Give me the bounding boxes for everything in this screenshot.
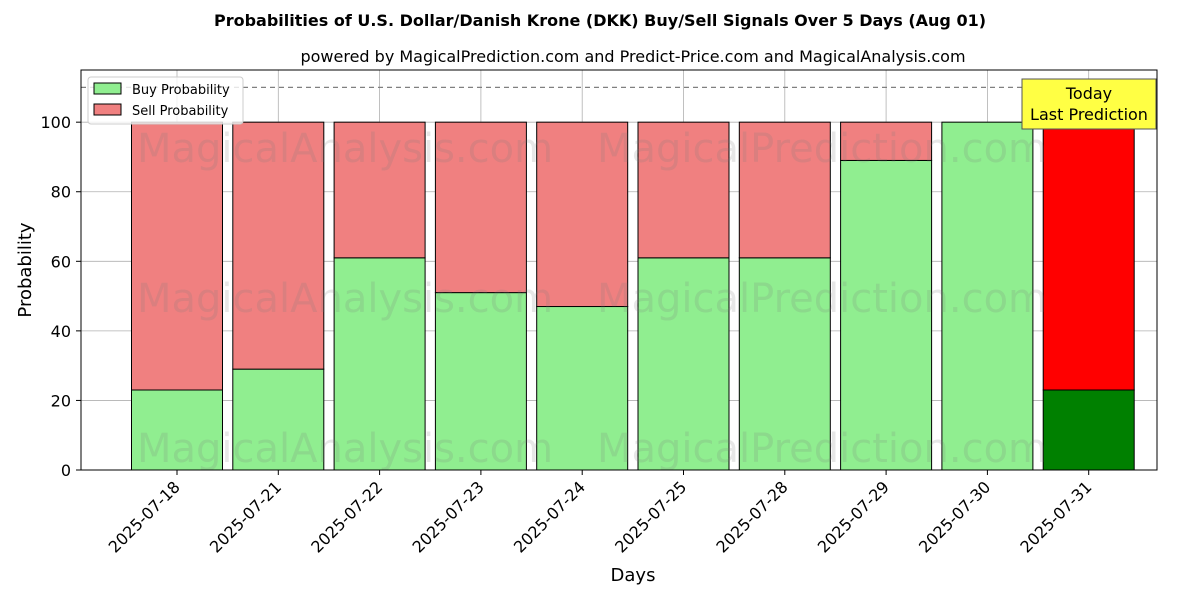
x-tick-label: 2025-07-30 bbox=[915, 477, 994, 556]
bar-sell bbox=[131, 121, 223, 391]
x-axis-label: Days bbox=[611, 565, 656, 586]
x-ticks: 2025-07-18 2025-07-21 2025-07-22 2025-07-23… bbox=[105, 470, 1096, 557]
x-tick-label: 2025-07-23 bbox=[409, 477, 488, 556]
y-tick-label: 60 bbox=[51, 252, 71, 271]
legend-label-sell: Sell Probability bbox=[132, 104, 229, 119]
watermark-text: MagicalPrediction.com bbox=[597, 126, 1047, 172]
x-tick-label: 2025-07-22 bbox=[307, 477, 386, 556]
bar-sell bbox=[232, 121, 325, 370]
watermark-text: MagicalAnalysis.com bbox=[137, 276, 553, 322]
x-tick-label: 2025-07-25 bbox=[611, 477, 690, 556]
x-tick-label: 2025-07-24 bbox=[510, 477, 589, 556]
watermark-text: MagicalPrediction.com bbox=[597, 276, 1047, 322]
y-tick-label: 0 bbox=[61, 461, 71, 480]
x-tick-label: 2025-07-31 bbox=[1016, 477, 1095, 556]
y-tick-label: 40 bbox=[51, 322, 71, 341]
legend-box bbox=[87, 76, 244, 125]
watermark-text: MagicalAnalysis.com bbox=[137, 126, 553, 172]
x-tick-label: 2025-07-28 bbox=[712, 477, 791, 556]
plot-frame bbox=[80, 69, 1158, 471]
bar-buy bbox=[941, 121, 1034, 471]
y-tick-label: 80 bbox=[51, 183, 71, 202]
x-tick-label: 2025-07-21 bbox=[206, 477, 285, 556]
annotation-line-1: Today bbox=[1065, 84, 1112, 103]
y-tick-label: 100 bbox=[40, 113, 71, 132]
watermark-text: MagicalAnalysis.com bbox=[137, 426, 553, 472]
x-tick-label: 2025-07-18 bbox=[105, 477, 184, 556]
bar-buy bbox=[434, 292, 527, 471]
x-tick-label: 2025-07-29 bbox=[814, 477, 893, 556]
bar-sell bbox=[738, 121, 831, 259]
y-tick-label: 20 bbox=[51, 391, 71, 410]
y-ticks: 0 20 40 60 80 100 bbox=[40, 113, 81, 480]
bar-sell bbox=[434, 121, 527, 294]
watermark-text: MagicalPrediction.com bbox=[597, 426, 1047, 472]
bar-buy bbox=[333, 257, 426, 471]
bar-buy bbox=[738, 257, 831, 471]
bar-sell bbox=[637, 121, 730, 259]
bar-buy bbox=[840, 159, 933, 471]
watermarks: MagicalAnalysis.com MagicalPrediction.com… bbox=[137, 126, 1047, 472]
bar-buy bbox=[1042, 389, 1135, 471]
bar-buy bbox=[536, 306, 629, 471]
bar-sell bbox=[536, 121, 629, 308]
y-axis-label: Probability bbox=[15, 222, 36, 317]
bars bbox=[131, 121, 1135, 471]
chart-subtitle: powered by MagicalPrediction.com and Pre… bbox=[300, 47, 965, 66]
bar-sell bbox=[333, 121, 426, 259]
bar-sell bbox=[840, 121, 933, 161]
legend-swatch-sell bbox=[93, 103, 122, 116]
today-annotation: Today Last Prediction bbox=[1021, 78, 1157, 130]
annotation-line-2: Last Prediction bbox=[1030, 105, 1148, 124]
legend-swatch-buy bbox=[93, 82, 122, 95]
legend-label-buy: Buy Probability bbox=[132, 83, 230, 98]
annotation-box bbox=[1021, 78, 1157, 130]
bar-sell bbox=[1042, 121, 1135, 391]
chart-title: Probabilities of U.S. Dollar/Danish Kron… bbox=[214, 11, 986, 30]
legend: Buy Probability Sell Probability bbox=[87, 76, 244, 125]
bar-buy bbox=[637, 257, 730, 471]
